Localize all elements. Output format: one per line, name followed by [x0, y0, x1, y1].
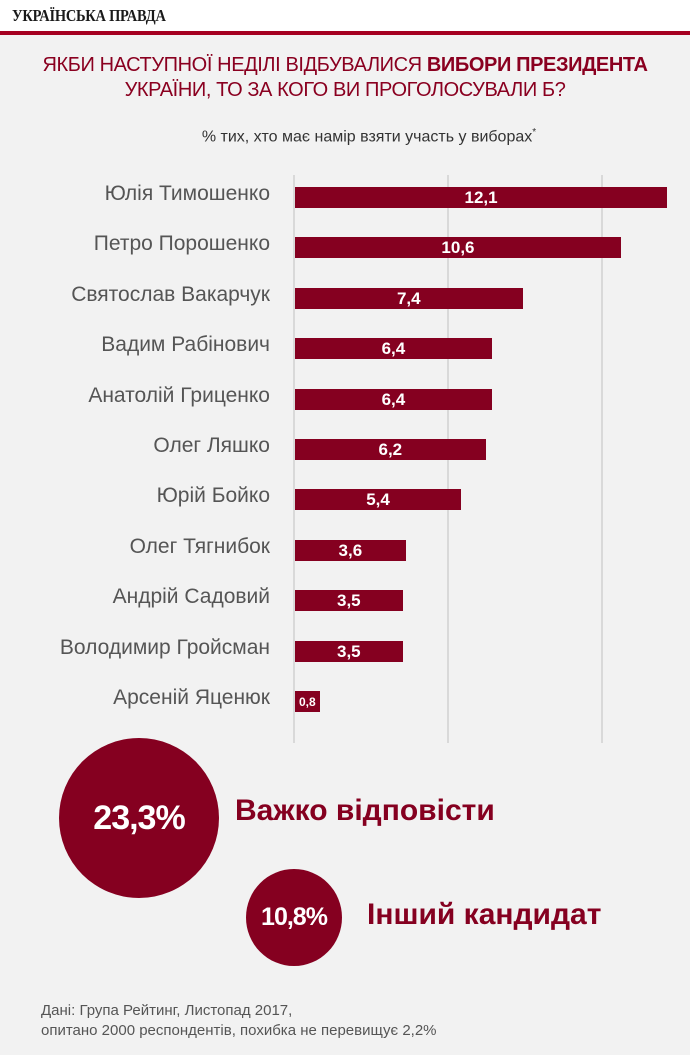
bubble-value: 10,8% [261, 903, 328, 931]
bar-value-label: 6,2 [378, 440, 403, 459]
source-note: Дані: Група Рейтинг, Листопад 2017, опит… [41, 1001, 437, 1041]
bar: 0,8 [295, 691, 320, 712]
bar: 5,4 [295, 489, 462, 511]
bar-value-label: 6,4 [381, 339, 406, 359]
bar-value-label: 3,5 [336, 641, 361, 661]
bar-value-label: 0,8 [298, 695, 316, 709]
chart-subtitle: % тих, хто має намір взяти участь у вибо… [0, 127, 690, 146]
bar-label: Анатолій Гриценко [88, 383, 270, 407]
bar-label: Святослав Вакарчук [71, 282, 270, 306]
bubble-value: 23,3% [93, 798, 185, 837]
bar: 3,6 [295, 539, 406, 561]
bar-row: Петро Порошенко 10,6 [0, 232, 690, 259]
bar-row: Олег Тягнибок 3,6 [0, 535, 690, 562]
source-line-2: опитано 2000 респондентів, похибка не пе… [41, 1022, 437, 1039]
site-logo[interactable]: УКРАЇНСЬКА ПРАВДА [12, 6, 166, 25]
bubble-hard-to-answer: 23,3% [59, 738, 219, 898]
bar: 3,5 [295, 640, 403, 662]
bubble-label-other-candidate: Інший кандидат [367, 898, 602, 931]
chart-title: ЯКБИ НАСТУПНОЇ НЕДІЛІ ВІДБУВАЛИСЯ ВИБОРИ… [0, 53, 690, 103]
bar-row: Арсеній Яценюк 0,8 [0, 686, 690, 713]
bar-row: Вадим Рабінович 6,4 [0, 333, 690, 360]
bar-label: Олег Тягнибок [129, 534, 270, 558]
bar-label: Арсеній Яценюк [113, 686, 270, 709]
source-line-1: Дані: Група Рейтинг, Листопад 2017, [41, 1002, 293, 1019]
bar-label: Петро Порошенко [93, 232, 270, 256]
bar-value-label: 6,4 [381, 389, 406, 409]
bar: 12,1 [295, 187, 668, 208]
bar-label: Андрій Садовий [112, 585, 270, 609]
bar-value-label: 7,4 [396, 288, 421, 308]
bar: 6,4 [295, 388, 492, 410]
bubble-other-candidate: 10,8% [246, 869, 342, 966]
bar-row: Святослав Вакарчук 7,4 [0, 283, 690, 310]
bar: 6,4 [295, 338, 492, 360]
title-part1: ЯКБИ НАСТУПНОЇ НЕДІЛІ ВІДБУВАЛИСЯ [42, 54, 427, 76]
bar-row: Анатолій Гриценко 6,4 [0, 384, 690, 411]
title-line2: УКРАЇНИ, ТО ЗА КОГО ВИ ПРОГОЛОСУВАЛИ Б? [124, 79, 566, 101]
bar: 6,2 [295, 439, 486, 460]
footnote-mark: * [532, 127, 537, 138]
gridline [293, 175, 295, 743]
bar-value-label: 3,6 [338, 540, 363, 560]
masthead-rule [0, 31, 690, 35]
bar-label: Вадим Рабінович [101, 333, 270, 357]
bar-row: Юрій Бойко 5,4 [0, 484, 690, 511]
bar-chart: Юлія Тимошенко 12,1 Петро Порошенко 10,6 Свя… [0, 170, 690, 745]
bar-row: Володимир Гройсман 3,5 [0, 636, 690, 663]
bar-value-label: 3,5 [336, 591, 361, 611]
bar: 10,6 [295, 237, 621, 259]
bar-value-label: 10,6 [441, 238, 475, 258]
bar-row: Олег Ляшко 6,2 [0, 434, 690, 461]
bar-label: Олег Ляшко [153, 434, 270, 457]
bar-row: Андрій Садовий 3,5 [0, 585, 690, 612]
bar-label: Володимир Гройсман [59, 635, 270, 659]
bar: 3,5 [295, 590, 403, 612]
bar-value-label: 5,4 [366, 490, 390, 510]
bar: 7,4 [295, 287, 523, 309]
gridline [600, 175, 603, 743]
masthead: УКРАЇНСЬКА ПРАВДА [0, 0, 690, 31]
bar-value-label: 12,1 [464, 188, 498, 207]
bubble-label-hard-to-answer: Важко відповісти [235, 794, 495, 827]
bar-row: Юлія Тимошенко 12,1 [0, 182, 690, 209]
bar-label: Юрій Бойко [156, 484, 270, 508]
bar-label: Юлія Тимошенко [104, 182, 270, 205]
title-bold: ВИБОРИ ПРЕЗИДЕНТА [426, 54, 648, 76]
subtitle-text: % тих, хто має намір взяти участь у вибо… [201, 128, 533, 146]
